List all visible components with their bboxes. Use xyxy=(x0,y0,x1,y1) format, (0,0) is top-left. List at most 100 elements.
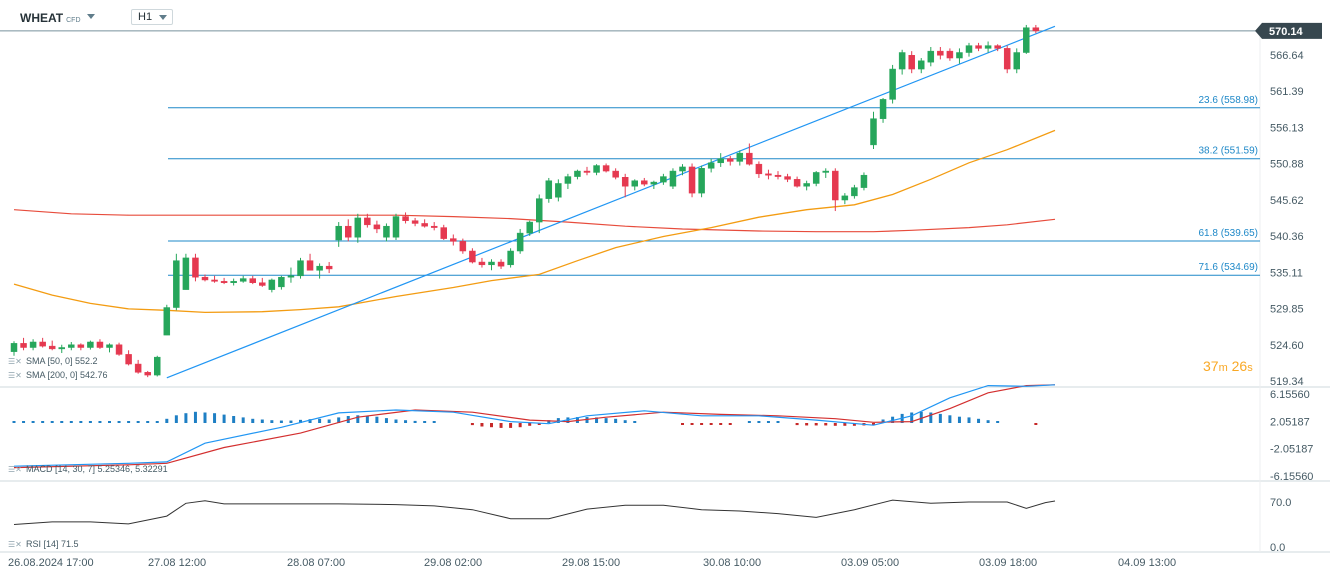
candle-body xyxy=(1032,27,1040,32)
candle-body xyxy=(1023,27,1030,53)
macd-histogram-bar xyxy=(948,415,952,423)
macd-histogram-bar xyxy=(117,421,121,423)
candle-body xyxy=(793,179,801,187)
macd-tick-label: 6.15560 xyxy=(1270,389,1310,401)
candle-body xyxy=(879,99,887,119)
macd-histogram-bar xyxy=(136,421,140,423)
candle-body xyxy=(478,261,486,266)
macd-histogram-bar xyxy=(996,421,1000,423)
time-tick-label: 29.08 02:00 xyxy=(424,557,482,569)
legend-sma-slow[interactable]: ☰✕ SMA [200, 0] 542.76 xyxy=(8,370,108,380)
legend-menu-icon[interactable]: ☰✕ xyxy=(8,465,22,474)
macd-histogram-bar xyxy=(480,423,484,427)
candle-body xyxy=(918,60,925,70)
macd-histogram-bar xyxy=(623,420,627,423)
macd-histogram-bar xyxy=(413,420,417,423)
legend-menu-icon[interactable]: ☰✕ xyxy=(8,357,22,366)
chevron-down-icon[interactable] xyxy=(87,14,95,19)
macd-histogram-bar xyxy=(585,417,589,423)
legend-menu-icon[interactable]: ☰✕ xyxy=(8,540,22,549)
macd-histogram-bar xyxy=(193,411,197,423)
macd-histogram-bar xyxy=(633,421,637,423)
candle-body xyxy=(631,180,638,187)
candle-body xyxy=(937,50,944,56)
candle-body xyxy=(717,158,724,164)
candle-body xyxy=(660,176,667,183)
candle-body xyxy=(851,187,858,197)
macd-histogram-bar xyxy=(365,416,369,423)
macd-histogram-bar xyxy=(776,421,780,423)
candle-body xyxy=(898,52,906,70)
candle-body xyxy=(58,347,65,350)
macd-histogram-bar xyxy=(690,423,694,425)
candle-body xyxy=(96,341,104,348)
candle-body xyxy=(755,163,763,175)
macd-histogram-bar xyxy=(957,416,961,423)
candle-body xyxy=(965,45,973,53)
countdown-seconds-unit: s xyxy=(1247,362,1253,374)
candle-body xyxy=(593,165,600,173)
macd-histogram-bar xyxy=(174,415,178,423)
macd-histogram-bar xyxy=(805,423,809,426)
candle-body xyxy=(192,257,199,278)
macd-signal-line xyxy=(13,384,1056,469)
candle-body xyxy=(812,172,820,184)
candle-body xyxy=(421,223,428,227)
chevron-down-icon xyxy=(159,15,167,20)
macd-histogram-bar xyxy=(604,418,608,423)
macd-histogram-bar xyxy=(394,419,398,423)
symbol-type: CFD xyxy=(66,17,81,24)
macd-histogram-bar xyxy=(499,423,503,428)
candle-body xyxy=(698,168,705,194)
candle-body xyxy=(345,225,352,238)
macd-histogram-bar xyxy=(127,421,131,423)
candle-body xyxy=(354,217,362,238)
time-tick-label: 28.08 07:00 xyxy=(287,557,345,569)
candle-body xyxy=(125,354,132,365)
macd-histogram-bar xyxy=(356,415,360,423)
macd-histogram-bar xyxy=(614,418,618,423)
candle-body xyxy=(526,221,533,234)
macd-histogram-bar xyxy=(327,419,331,423)
candle-body xyxy=(927,50,935,63)
candle-body xyxy=(268,279,276,290)
candle-body xyxy=(841,195,849,201)
macd-histogram-bar xyxy=(967,417,971,423)
candle-body xyxy=(249,278,256,283)
candle-body xyxy=(373,224,381,230)
candle-body xyxy=(908,55,915,70)
legend-macd-text: MACD [14, 30, 7] 5.25346, 5.32291 xyxy=(26,464,168,474)
macd-histogram-bar xyxy=(279,420,283,423)
macd-histogram-bar xyxy=(938,413,942,423)
candle-body xyxy=(707,162,715,169)
legend-rsi[interactable]: ☰✕ RSI [14] 71.5 xyxy=(8,539,79,549)
price-tick-label: 566.64 xyxy=(1270,50,1304,62)
current-price-tag xyxy=(1262,22,1322,39)
candle-body xyxy=(134,363,142,373)
price-tick-label: 529.85 xyxy=(1270,304,1304,316)
candle-body xyxy=(278,276,285,288)
current-price-tag-arrow xyxy=(1255,22,1262,39)
chart-toolbar: WHEAT CFD H1 xyxy=(0,0,1330,34)
macd-histogram-bar xyxy=(31,421,35,423)
candle-body xyxy=(822,170,829,173)
macd-histogram-bar xyxy=(69,421,73,423)
time-tick-label: 03.09 05:00 xyxy=(841,557,899,569)
macd-histogram-bar xyxy=(700,423,704,425)
macd-histogram-bar xyxy=(881,419,885,423)
macd-histogram-bar xyxy=(12,421,16,423)
timeframe-selector[interactable]: H1 xyxy=(131,9,173,25)
candle-body xyxy=(173,260,180,308)
legend-sma-fast[interactable]: ☰✕ SMA [50, 0] 552.2 xyxy=(8,356,98,366)
legend-macd[interactable]: ☰✕ MACD [14, 30, 7] 5.25346, 5.32291 xyxy=(8,464,168,474)
macd-histogram-bar xyxy=(709,423,713,425)
candle-body xyxy=(87,341,94,348)
candle-body xyxy=(297,260,304,277)
candle-body xyxy=(650,181,658,185)
macd-histogram-bar xyxy=(232,416,236,423)
legend-menu-icon[interactable]: ☰✕ xyxy=(8,371,22,380)
time-tick-label: 03.09 18:00 xyxy=(979,557,1037,569)
symbol-selector[interactable]: WHEAT CFD xyxy=(20,11,81,25)
